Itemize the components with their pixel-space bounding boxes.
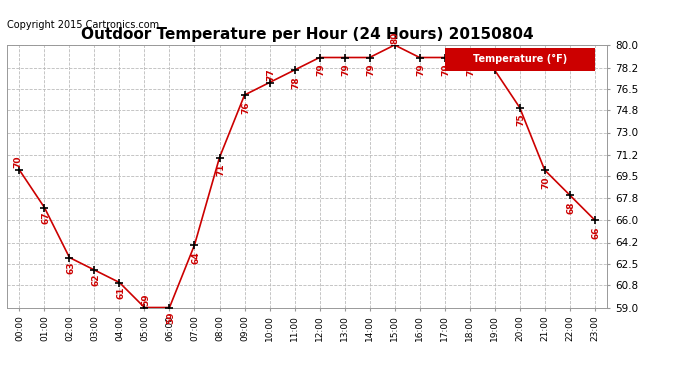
Text: 64: 64 [191, 251, 200, 264]
Text: 78: 78 [491, 56, 500, 69]
Text: Copyright 2015 Cartronics.com: Copyright 2015 Cartronics.com [7, 20, 159, 30]
Text: 67: 67 [41, 211, 50, 224]
Text: 76: 76 [241, 101, 250, 114]
Text: 75: 75 [516, 114, 525, 126]
Text: 78: 78 [291, 76, 300, 89]
Text: 68: 68 [566, 201, 575, 214]
Text: 61: 61 [116, 286, 125, 299]
Text: 63: 63 [66, 261, 75, 274]
Text: 66: 66 [591, 226, 600, 239]
Text: 79: 79 [316, 64, 325, 76]
Text: 77: 77 [266, 69, 275, 81]
Text: 70: 70 [14, 156, 23, 168]
Text: 79: 79 [342, 64, 351, 76]
Text: 79: 79 [442, 64, 451, 76]
Text: 79: 79 [416, 64, 425, 76]
Text: 59: 59 [166, 311, 175, 324]
Text: 79: 79 [466, 64, 475, 76]
Text: 79: 79 [366, 64, 375, 76]
Text: 80: 80 [390, 32, 399, 44]
Text: 59: 59 [141, 294, 150, 306]
Text: 70: 70 [542, 176, 551, 189]
Text: 62: 62 [91, 274, 100, 286]
Text: 71: 71 [216, 164, 225, 176]
Title: Outdoor Temperature per Hour (24 Hours) 20150804: Outdoor Temperature per Hour (24 Hours) … [81, 27, 533, 42]
